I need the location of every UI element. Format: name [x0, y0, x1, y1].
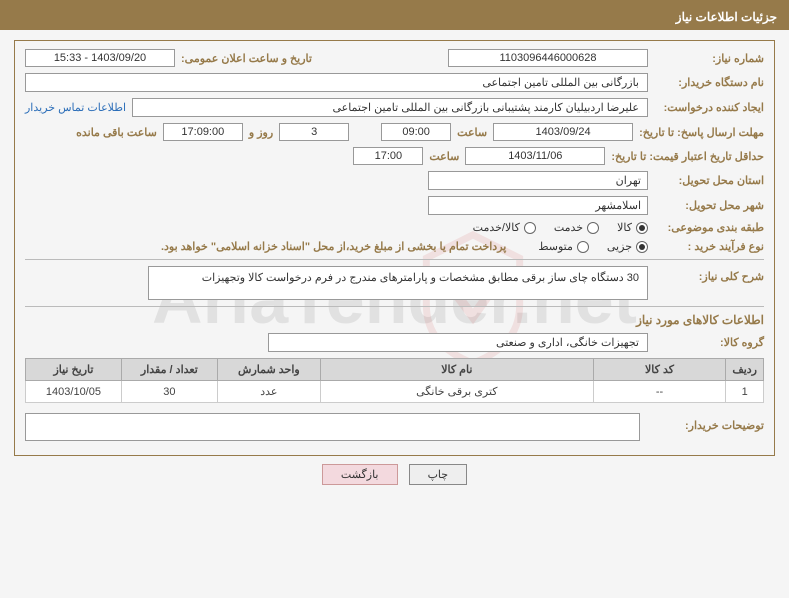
row-summary: شرح کلی نیاز: 30 دستگاه چای ساز برقی مطا… — [25, 266, 764, 300]
radio-motevaset[interactable]: متوسط — [538, 240, 589, 253]
table-cell: کتری برقی خانگی — [320, 381, 593, 403]
row-need-number: شماره نیاز: 1103096446000628 تاریخ و ساع… — [25, 49, 764, 67]
divider-2 — [25, 306, 764, 307]
radio-icon — [636, 222, 648, 234]
deadline-date: 1403/09/24 — [493, 123, 633, 141]
row-deadline: مهلت ارسال پاسخ: تا تاریخ: 1403/09/24 سا… — [25, 123, 764, 141]
announce-date-value: 1403/09/20 - 15:33 — [25, 49, 175, 67]
group-value: تجهیزات خانگی، اداری و صنعتی — [268, 333, 648, 352]
th-qty: تعداد / مقدار — [121, 359, 217, 381]
radio-icon — [577, 241, 589, 253]
buyer-notes-label: توضیحات خریدار: — [654, 413, 764, 432]
need-number-value: 1103096446000628 — [448, 49, 648, 67]
row-group: گروه کالا: تجهیزات خانگی، اداری و صنعتی — [25, 333, 764, 352]
row-validity: حداقل تاریخ اعتبار قیمت: تا تاریخ: 1403/… — [25, 147, 764, 165]
radio-kala[interactable]: کالا — [617, 221, 648, 234]
province-label: استان محل تحویل: — [654, 174, 764, 187]
th-name: نام کالا — [320, 359, 593, 381]
details-container: شماره نیاز: 1103096446000628 تاریخ و ساع… — [14, 40, 775, 456]
deadline-hour: 09:00 — [381, 123, 451, 141]
buyer-contact-link[interactable]: اطلاعات تماس خریدار — [25, 101, 126, 114]
summary-value: 30 دستگاه چای ساز برقی مطابق مشخصات و پا… — [148, 266, 648, 300]
back-button[interactable]: بازگشت — [322, 464, 398, 485]
days-remain: 3 — [279, 123, 349, 141]
validity-label: حداقل تاریخ اعتبار قیمت: تا تاریخ: — [611, 150, 764, 163]
th-unit: واحد شمارش — [217, 359, 320, 381]
buyer-org-label: نام دستگاه خریدار: — [654, 76, 764, 89]
need-number-label: شماره نیاز: — [654, 52, 764, 65]
radio-icon — [587, 222, 599, 234]
table-cell: عدد — [217, 381, 320, 403]
province-value: تهران — [428, 171, 648, 190]
th-date: تاریخ نیاز — [26, 359, 122, 381]
table-row: 1--کتری برقی خانگیعدد301403/10/05 — [26, 381, 764, 403]
print-button[interactable]: چاپ — [409, 464, 468, 485]
requester-value: علیرضا اردبیلیان کارمند پشتیبانی بازرگان… — [132, 98, 648, 117]
requester-label: ایجاد کننده درخواست: — [654, 101, 764, 114]
table-header-row: ردیف کد کالا نام کالا واحد شمارش تعداد /… — [26, 359, 764, 381]
row-province: استان محل تحویل: تهران — [25, 171, 764, 190]
panel-title: جزئیات اطلاعات نیاز — [676, 10, 777, 24]
table-cell: 1403/10/05 — [26, 381, 122, 403]
items-section-title: اطلاعات کالاهای مورد نیاز — [25, 313, 764, 327]
row-requester: ایجاد کننده درخواست: علیرضا اردبیلیان کا… — [25, 98, 764, 117]
items-table: ردیف کد کالا نام کالا واحد شمارش تعداد /… — [25, 358, 764, 403]
purchase-type-label: نوع فرآیند خرید : — [654, 240, 764, 253]
category-label: طبقه بندی موضوعی: — [654, 221, 764, 234]
row-city: شهر محل تحویل: اسلامشهر — [25, 196, 764, 215]
validity-hour: 17:00 — [353, 147, 423, 165]
buyer-org-value: بازرگانی بین المللی تامین اجتماعی — [25, 73, 648, 92]
th-code: کد کالا — [593, 359, 726, 381]
city-label: شهر محل تحویل: — [654, 199, 764, 212]
radio-kala-khedmat[interactable]: کالا/خدمت — [473, 221, 536, 234]
radio-khedmat[interactable]: خدمت — [554, 221, 599, 234]
row-buyer-org: نام دستگاه خریدار: بازرگانی بین المللی ت… — [25, 73, 764, 92]
divider-1 — [25, 259, 764, 260]
remain-label: ساعت باقی مانده — [76, 126, 157, 139]
th-row: ردیف — [726, 359, 764, 381]
radio-icon — [524, 222, 536, 234]
validity-date: 1403/11/06 — [465, 147, 605, 165]
table-cell: 30 — [121, 381, 217, 403]
row-buyer-notes: توضیحات خریدار: — [25, 413, 764, 441]
hour-label-2: ساعت — [429, 150, 459, 163]
purchase-note: پرداخت تمام یا بخشی از مبلغ خرید،از محل … — [161, 240, 506, 253]
radio-icon — [636, 241, 648, 253]
row-purchase-type: نوع فرآیند خرید : جزیی متوسط پرداخت تمام… — [25, 240, 764, 253]
hours-remain: 17:09:00 — [163, 123, 243, 141]
panel-header: جزئیات اطلاعات نیاز — [0, 4, 789, 30]
announce-date-label: تاریخ و ساعت اعلان عمومی: — [181, 52, 312, 65]
days-label: روز و — [249, 126, 273, 139]
summary-label: شرح کلی نیاز: — [654, 266, 764, 283]
radio-jozi[interactable]: جزیی — [607, 240, 648, 253]
purchase-type-radio-group: جزیی متوسط — [538, 240, 648, 253]
deadline-label: مهلت ارسال پاسخ: تا تاریخ: — [639, 126, 764, 139]
buyer-notes-value — [25, 413, 640, 441]
city-value: اسلامشهر — [428, 196, 648, 215]
table-cell: -- — [593, 381, 726, 403]
hour-label-1: ساعت — [457, 126, 487, 139]
group-label: گروه کالا: — [654, 336, 764, 349]
table-cell: 1 — [726, 381, 764, 403]
row-category: طبقه بندی موضوعی: کالا خدمت کالا/خدمت — [25, 221, 764, 234]
category-radio-group: کالا خدمت کالا/خدمت — [473, 221, 648, 234]
footer-buttons: چاپ بازگشت — [0, 464, 789, 485]
